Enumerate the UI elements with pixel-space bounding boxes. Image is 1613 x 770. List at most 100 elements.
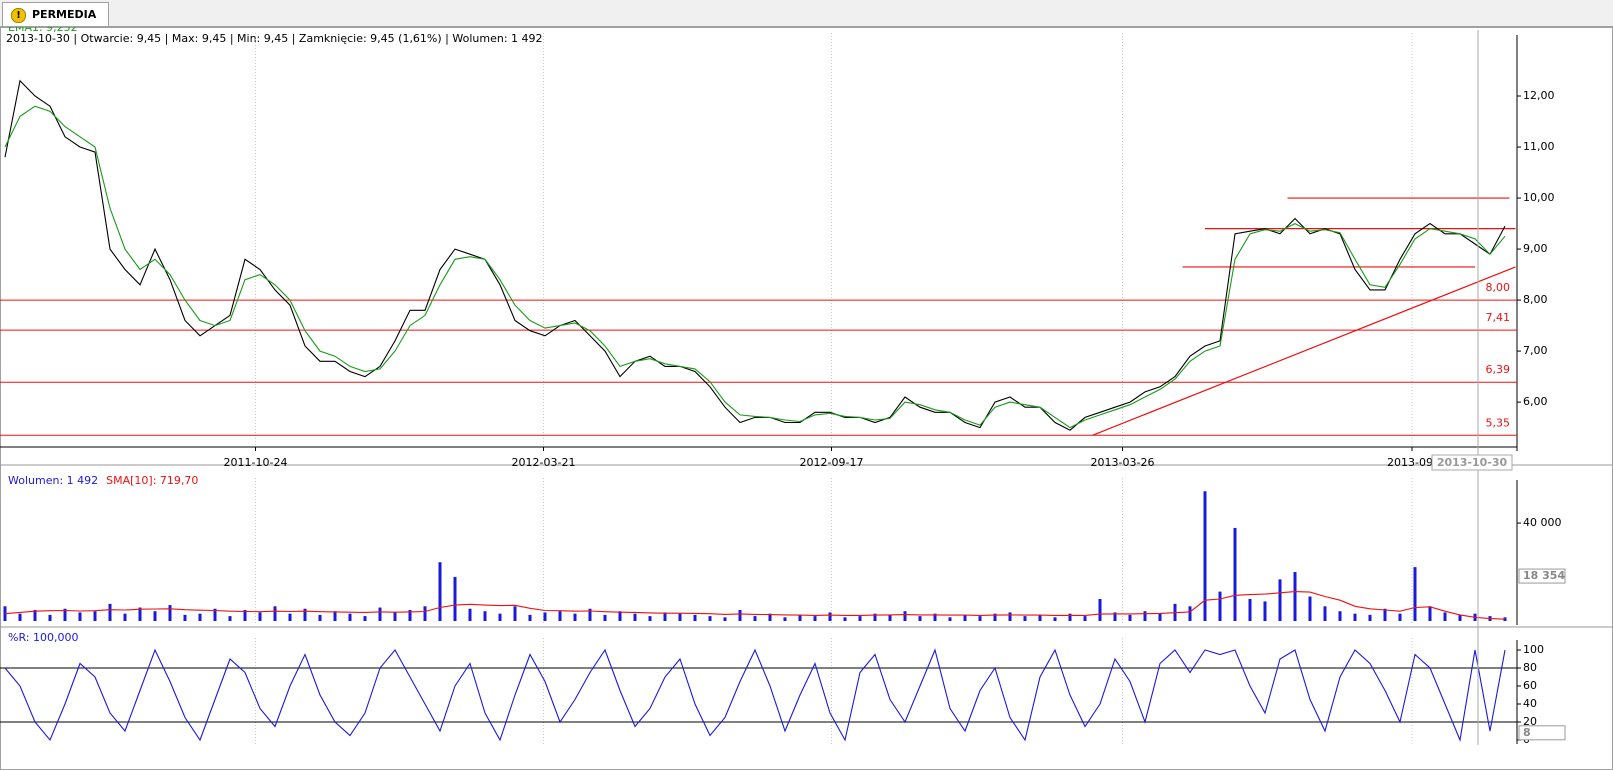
y-tick-label: 80 [1523, 661, 1537, 674]
volume-bar [213, 608, 217, 621]
volume-bar [708, 616, 712, 621]
series-line [4, 105, 1506, 429]
chart: 2013-10-30 | Otwarcie: 9,45 | Max: 9,45 … [0, 27, 1613, 770]
y-tick-label: 9,00 [1523, 242, 1548, 255]
volume-bar [1098, 598, 1102, 621]
volume-bar [468, 608, 472, 621]
volume-bar [228, 616, 232, 621]
volume-bar [1188, 606, 1192, 621]
volume-bar [1323, 606, 1327, 621]
volume-bar [603, 614, 607, 621]
volume-bar [1428, 606, 1432, 621]
x-tick-label: 2013-03-26 [1091, 456, 1155, 469]
volume-bar [723, 617, 727, 621]
volume-bar [738, 609, 742, 621]
volume-bar [348, 613, 352, 621]
volume-bar [633, 613, 637, 621]
volume-bar [1413, 567, 1417, 621]
y-tick-label: 6,00 [1523, 395, 1548, 408]
volume-bar [1398, 613, 1402, 621]
volume-bar [678, 613, 682, 621]
chart-frame [0, 27, 1613, 770]
volume-bar [1128, 614, 1132, 621]
volume-bar [648, 616, 652, 621]
volume-bar [288, 613, 292, 621]
legend-entry: %R: 100,000 [8, 631, 78, 644]
volume-bar [1353, 613, 1357, 621]
volume-bar [108, 603, 112, 621]
value-marker-label: 8 [1523, 726, 1531, 739]
volume-bar [813, 616, 817, 621]
volume-bar [1008, 612, 1012, 621]
volume-bar [858, 616, 862, 621]
x-tick-label: 2012-09-17 [800, 456, 864, 469]
volume-bar [1458, 614, 1462, 621]
volume-bar [783, 617, 787, 621]
legend-entry: EMA1: 9,252 [8, 27, 78, 34]
volume-bar [978, 616, 982, 621]
volume-bar [1443, 612, 1447, 621]
volume-bar [393, 612, 397, 621]
volume-bar [183, 614, 187, 621]
value-marker-box [1518, 725, 1566, 741]
y-tick-label: 8,00 [1523, 293, 1548, 306]
volume-bar [483, 611, 487, 621]
volume-bar [933, 613, 937, 621]
cursor-box [1431, 454, 1513, 471]
volume-bar [1218, 591, 1222, 621]
value-marker-label: 18 354 [1523, 569, 1565, 582]
volume-bar [528, 614, 532, 621]
y-tick-label: 60 [1523, 679, 1537, 692]
level-label: 7,41 [1486, 311, 1511, 324]
volume-bar [78, 612, 82, 621]
volume-bar [588, 608, 592, 621]
volume-bar [153, 611, 157, 621]
series-line [4, 79, 1506, 431]
volume-bar [1278, 579, 1282, 621]
y-tick-label: 7,00 [1523, 344, 1548, 357]
header-info: 2013-10-30 | Otwarcie: 9,45 | Max: 9,45 … [6, 32, 543, 45]
series-line [4, 591, 1506, 620]
volume-bar [378, 607, 382, 621]
volume-bar [843, 617, 847, 621]
volume-bar [1053, 617, 1057, 621]
volume-bar [753, 616, 757, 621]
series-line [4, 648, 1506, 742]
tab[interactable]: ! PERMEDIA [2, 2, 110, 26]
volume-bar [198, 613, 202, 621]
legend-entry: SMA[10]: 719,70 [106, 474, 198, 487]
level-label: 8,00 [1486, 281, 1511, 294]
volume-bar [423, 606, 427, 621]
volume-bar [798, 614, 802, 621]
y-tick-label: 40 [1523, 697, 1537, 710]
volume-bar [408, 609, 412, 621]
volume-bar [918, 616, 922, 621]
y-tick-label: 20 [1523, 715, 1537, 728]
volume-bar [693, 614, 697, 621]
volume-bar [1203, 491, 1207, 621]
trend-line [1092, 266, 1516, 436]
volume-bar [138, 607, 142, 621]
volume-bar [1383, 608, 1387, 621]
volume-bar [1083, 616, 1087, 621]
volume-bar [453, 576, 457, 621]
x-tick-label: 2012-03-21 [512, 456, 576, 469]
warning-icon: ! [11, 7, 26, 23]
y-tick-label: 10,00 [1523, 191, 1555, 204]
volume-bar [1068, 613, 1072, 621]
volume-bar [1023, 616, 1027, 621]
volume-bar [513, 606, 517, 621]
volume-bar [303, 608, 307, 621]
y-tick-label: 100 [1523, 643, 1544, 656]
volume-bar [663, 612, 667, 621]
volume-bar [1113, 612, 1117, 621]
volume-bar [618, 611, 622, 621]
value-marker-box [1518, 568, 1566, 584]
volume-bar [48, 614, 52, 621]
y-tick-label: 40 000 [1523, 516, 1562, 529]
volume-bar [273, 606, 277, 621]
volume-bar [123, 613, 127, 621]
volume-bar [63, 608, 67, 621]
volume-bar [543, 612, 547, 621]
volume-bar [168, 605, 172, 621]
